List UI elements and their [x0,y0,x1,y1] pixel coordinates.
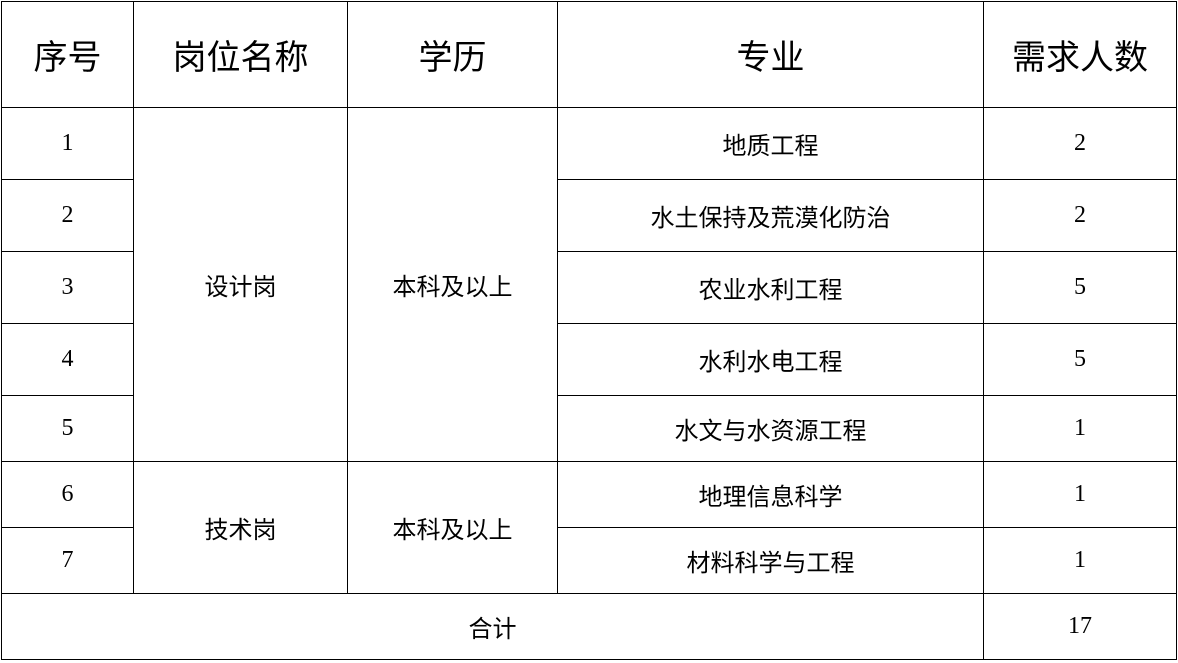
major-cell: 地理信息科学 [557,461,984,528]
total-row: 合计 17 [1,593,1177,660]
table-row: 2 水土保持及荒漠化防治 2 [1,179,1177,252]
row-no: 7 [1,527,134,594]
row-no: 2 [1,179,134,252]
major-cell: 水土保持及荒漠化防治 [557,179,984,252]
header-position: 岗位名称 [133,1,348,108]
row-no: 4 [1,323,134,396]
table-row: 4 水利水电工程 5 [1,323,1177,396]
major-cell: 材料科学与工程 [557,527,984,594]
total-label: 合计 [1,593,984,660]
table-row: 1 设计岗 本科及以上 地质工程 2 [1,107,1177,462]
count-cell: 2 [983,179,1177,252]
count-cell: 1 [983,395,1177,462]
major-cell: 农业水利工程 [557,251,984,324]
position-cell: 设计岗 [133,107,348,462]
table-row: 3 农业水利工程 5 [1,251,1177,324]
header-no: 序号 [1,1,134,108]
total-count: 17 [983,593,1177,660]
position-cell: 技术岗 [133,461,348,594]
table-row: 6 技术岗 本科及以上 地理信息科学 1 [1,461,1177,594]
count-cell: 5 [983,251,1177,324]
header-education: 学历 [347,1,558,108]
table-row: 5 水文与水资源工程 1 [1,395,1177,462]
major-cell: 水利水电工程 [557,323,984,396]
header-row: 序号 岗位名称 学历 专业 需求人数 [1,1,1177,108]
education-cell: 本科及以上 [347,107,558,462]
count-cell: 2 [983,107,1177,180]
header-count: 需求人数 [983,1,1177,108]
education-cell: 本科及以上 [347,461,558,594]
major-cell: 水文与水资源工程 [557,395,984,462]
header-major: 专业 [557,1,984,108]
count-cell: 1 [983,461,1177,528]
count-cell: 1 [983,527,1177,594]
row-no: 6 [1,461,134,528]
major-cell: 地质工程 [557,107,984,180]
row-no: 1 [1,107,134,180]
row-no: 5 [1,395,134,462]
row-no: 3 [1,251,134,324]
count-cell: 5 [983,323,1177,396]
